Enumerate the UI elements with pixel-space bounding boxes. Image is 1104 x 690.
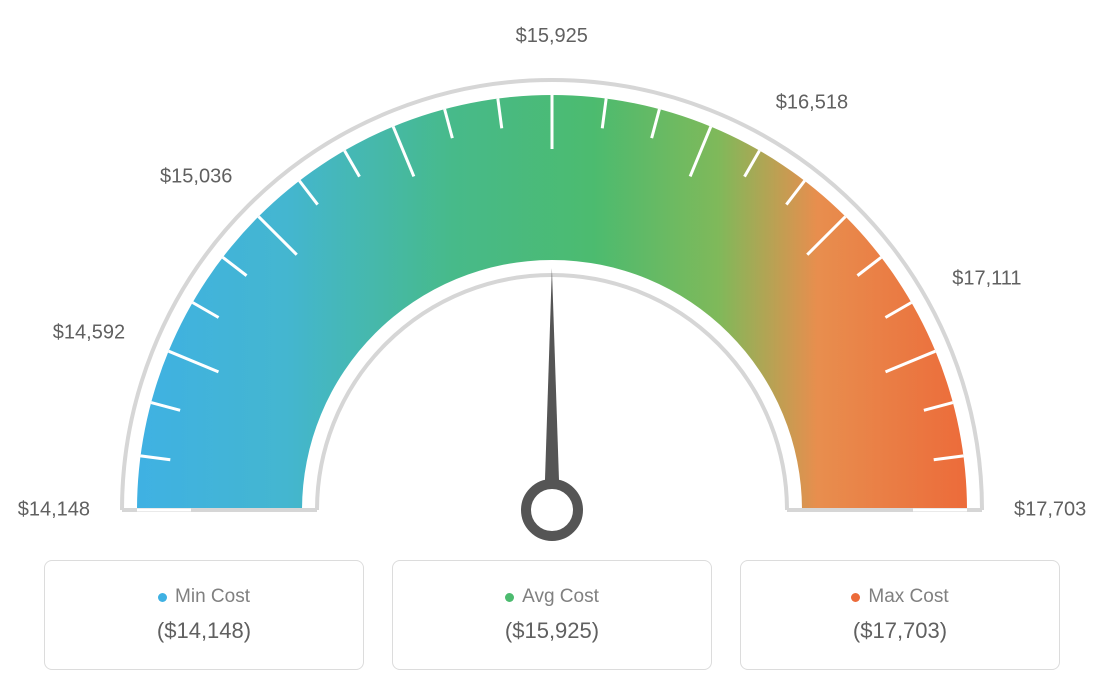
bullet-avg-icon bbox=[505, 593, 514, 602]
gauge-chart-container: $14,148 $14,592 $15,036 $15,925 $16,518 $17,1… bbox=[0, 0, 1104, 690]
legend-row: Min Cost ($14,148) Avg Cost ($15,925) Ma… bbox=[0, 560, 1104, 670]
gauge-tick-label: $14,592 bbox=[53, 322, 125, 345]
legend-card-min: Min Cost ($14,148) bbox=[44, 560, 364, 670]
bullet-max-icon bbox=[851, 593, 860, 602]
gauge-tick-label: $15,036 bbox=[160, 165, 232, 188]
gauge-tick-label: $17,703 bbox=[1014, 499, 1086, 522]
legend-header-max: Max Cost bbox=[851, 586, 948, 608]
legend-header-min: Min Cost bbox=[158, 586, 250, 608]
legend-card-avg: Avg Cost ($15,925) bbox=[392, 560, 712, 670]
gauge-tick-label: $16,518 bbox=[776, 91, 848, 114]
gauge-tick-label: $14,148 bbox=[18, 499, 90, 522]
legend-value-min: ($14,148) bbox=[157, 618, 251, 644]
bullet-min-icon bbox=[158, 593, 167, 602]
legend-value-avg: ($15,925) bbox=[505, 618, 599, 644]
gauge-area: $14,148 $14,592 $15,036 $15,925 $16,518 $17,1… bbox=[0, 0, 1104, 540]
gauge-tick-label: $15,925 bbox=[516, 25, 588, 48]
legend-card-max: Max Cost ($17,703) bbox=[740, 560, 1060, 670]
legend-label-min: Min Cost bbox=[175, 586, 250, 608]
legend-label-avg: Avg Cost bbox=[522, 586, 599, 608]
gauge-svg bbox=[52, 20, 1052, 580]
legend-label-max: Max Cost bbox=[868, 586, 948, 608]
legend-value-max: ($17,703) bbox=[853, 618, 947, 644]
legend-header-avg: Avg Cost bbox=[505, 586, 599, 608]
gauge-tick-label: $17,111 bbox=[952, 268, 1021, 291]
